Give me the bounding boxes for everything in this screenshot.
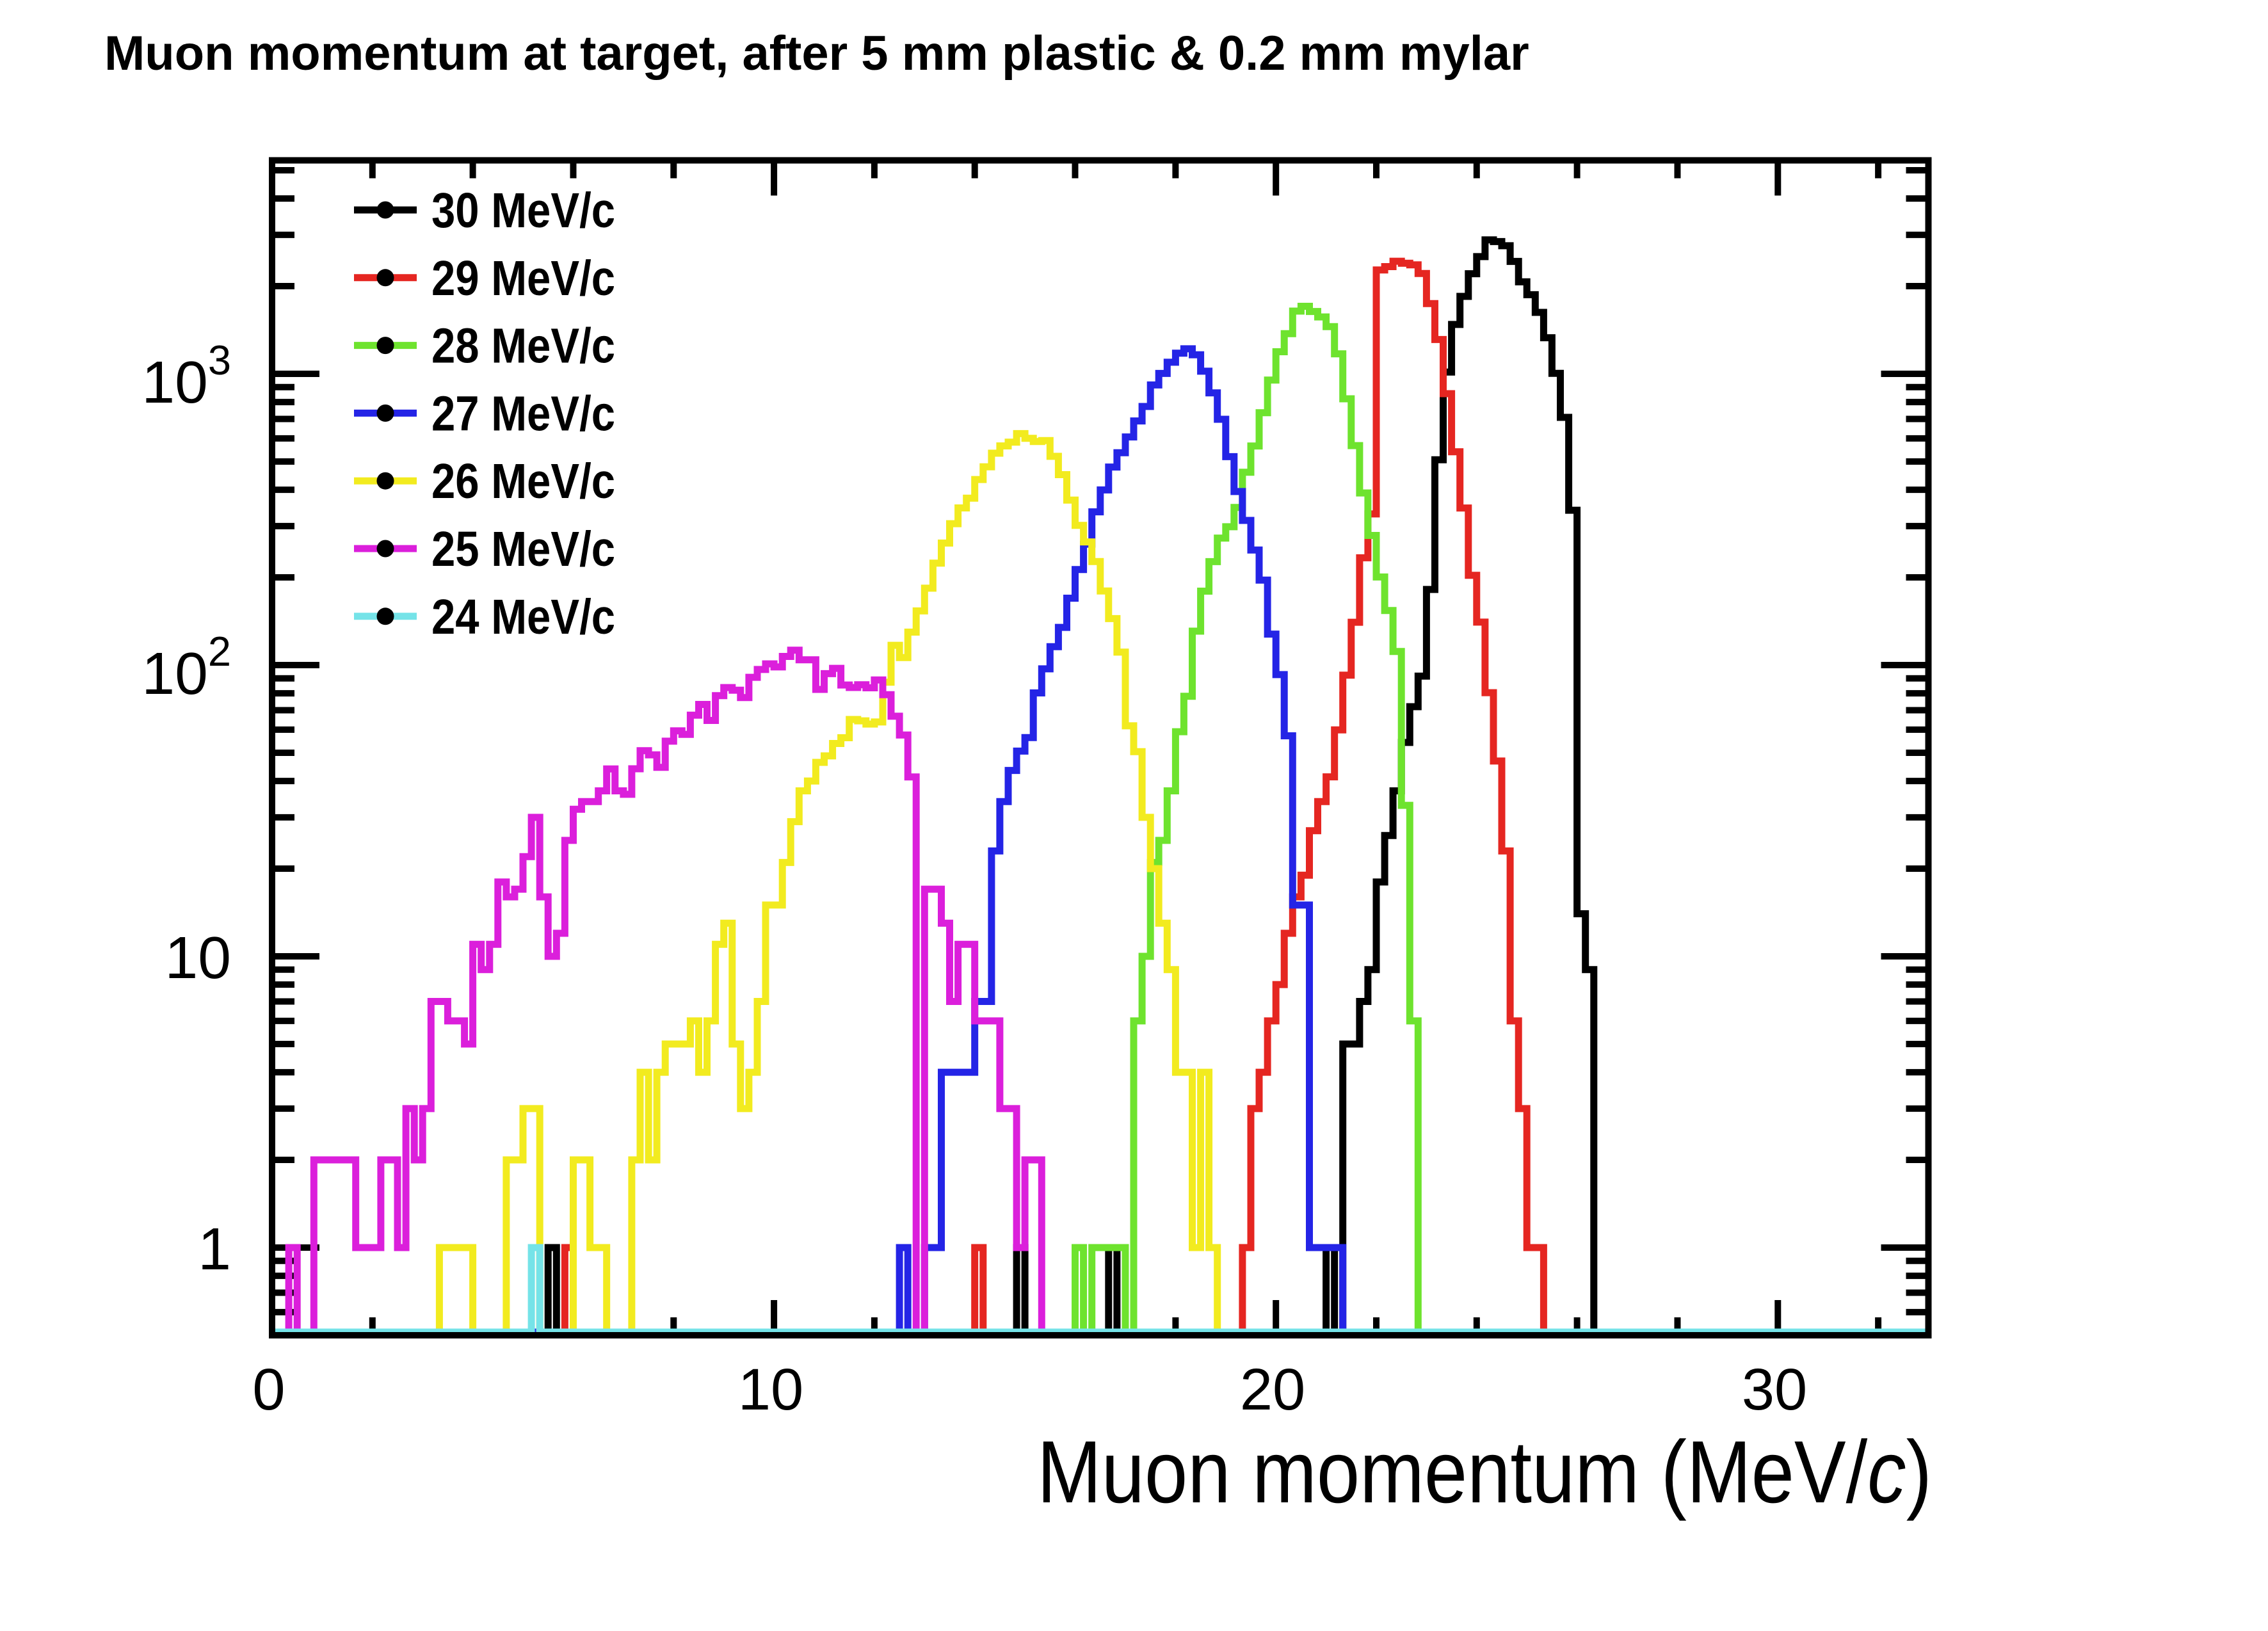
svg-text:24 MeV/c: 24 MeV/c (431, 590, 615, 645)
svg-text:27 MeV/c: 27 MeV/c (431, 386, 615, 441)
svg-text:29 MeV/c: 29 MeV/c (431, 251, 615, 306)
svg-text:1: 1 (198, 1216, 231, 1282)
svg-text:26 MeV/c: 26 MeV/c (431, 454, 615, 509)
svg-text:10: 10 (738, 1357, 803, 1422)
svg-text:0: 0 (252, 1357, 285, 1422)
svg-text:30 MeV/c: 30 MeV/c (431, 183, 615, 238)
svg-text:10: 10 (165, 924, 231, 991)
svg-text:28 MeV/c: 28 MeV/c (431, 319, 615, 374)
svg-text:20: 20 (1240, 1357, 1305, 1422)
svg-text:30: 30 (1742, 1357, 1807, 1422)
svg-text:Muon momentum (MeV/c): Muon momentum (MeV/c) (1037, 1423, 1932, 1522)
svg-text:25 MeV/c: 25 MeV/c (431, 522, 615, 577)
svg-text:Muon momentum at target, after: Muon momentum at target, after 5 mm plas… (104, 26, 1529, 81)
